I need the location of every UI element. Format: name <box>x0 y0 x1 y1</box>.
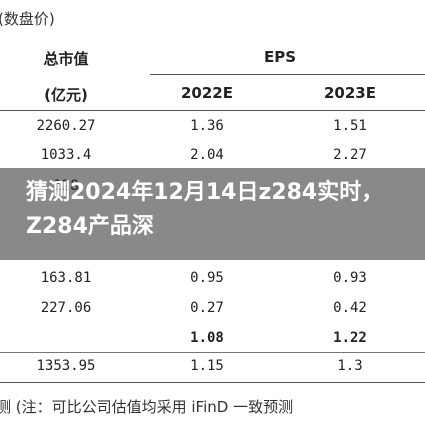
header-eps: EPS <box>263 48 297 66</box>
header-market-cap: 总市值 <box>43 50 89 68</box>
headline-overlay <box>0 168 425 260</box>
table-row-1-2023e: 2.27 <box>333 147 367 163</box>
table-row-0-mcap: 2260.27 <box>36 118 96 134</box>
footer-note: 测 (注：可比公司估值均采用 iFinD 一致预测 <box>0 398 294 416</box>
header-2023e: 2023E <box>324 84 376 102</box>
header-2022e: 2022E <box>181 84 233 102</box>
table-row-4-2023e: 0.93 <box>333 270 367 286</box>
table-row-6-2023e: 1.22 <box>333 330 367 346</box>
table-row-7-2023e: 1.3 <box>337 358 363 374</box>
table-row-6-2022e: 1.08 <box>190 330 224 346</box>
table-row-0-2022e: 1.36 <box>190 118 224 134</box>
table-row-5-mcap: 227.06 <box>40 300 92 316</box>
table-row-5-2022e: 0.27 <box>190 300 224 316</box>
table-bottom-rule <box>0 382 425 383</box>
table-row-1-mcap: 1033.4 <box>40 147 92 163</box>
table-caption: (数盘价) <box>0 10 55 28</box>
headline-text: 猜测2024年12月14日z284实时，Z284产品深 <box>26 180 384 239</box>
table-row-4-mcap: 163.81 <box>40 270 92 286</box>
table-row-7-2022e: 1.15 <box>190 358 224 374</box>
table-row-5-2023e: 0.42 <box>333 300 367 316</box>
table-row-4-2022e: 0.95 <box>190 270 224 286</box>
header-bottom-rule <box>0 110 425 111</box>
table-row-7-mcap: 1353.95 <box>36 358 96 374</box>
table-row-0-2023e: 1.51 <box>333 118 367 134</box>
table-row-1-2022e: 2.04 <box>190 147 224 163</box>
average-row-rule <box>0 352 425 353</box>
eps-divider <box>150 74 425 75</box>
header-unit: (亿元) <box>44 86 88 104</box>
